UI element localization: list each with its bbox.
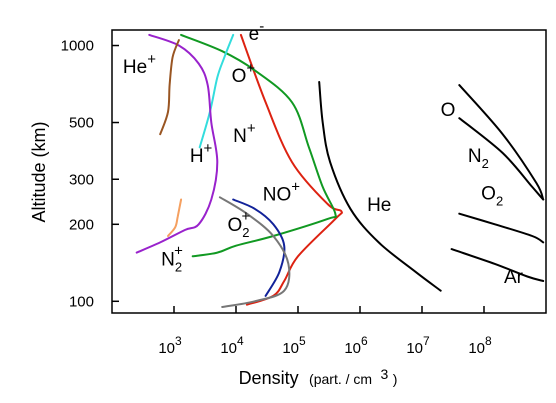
x-tick-exponent: 6 xyxy=(361,334,368,348)
series-superscript: + xyxy=(246,60,255,77)
series-line xyxy=(218,196,291,308)
x-tick-label: 106 xyxy=(344,334,368,357)
series-name: N xyxy=(161,250,175,271)
x-tick-base: 10 xyxy=(406,340,423,357)
x-axis-ticks: 103 104 105 106 107 108 xyxy=(158,306,492,357)
x-axis-title-main: Density xyxy=(239,368,299,388)
series-label: O2 xyxy=(481,184,503,209)
series-superscript: + xyxy=(147,51,156,68)
series-label: H+ xyxy=(190,140,213,167)
series-label: O+ xyxy=(232,60,256,87)
series-line xyxy=(239,33,343,306)
series-label: e- xyxy=(249,18,265,45)
x-tick-base: 10 xyxy=(468,340,485,357)
series-line xyxy=(167,198,183,237)
series-name: He xyxy=(367,195,391,216)
series-line xyxy=(318,81,442,292)
x-tick-label: 105 xyxy=(282,334,306,357)
series-superscript: + xyxy=(291,178,300,195)
series-line xyxy=(450,248,545,282)
series-line xyxy=(458,117,545,201)
plot-frame xyxy=(111,29,547,314)
series-line xyxy=(458,84,545,201)
series-label: N2 xyxy=(468,146,489,171)
series-line xyxy=(458,212,545,244)
series-label: NO+ xyxy=(263,178,301,205)
series-line xyxy=(180,33,337,258)
x-tick-label: 108 xyxy=(468,334,492,357)
series-subscript: 2 xyxy=(242,225,249,240)
x-tick-base: 10 xyxy=(220,340,237,357)
series-line xyxy=(232,198,286,297)
x-tick-base: 10 xyxy=(344,340,361,357)
x-tick-exponent: 4 xyxy=(237,334,244,348)
series-subscript: 2 xyxy=(482,156,489,171)
series-label: He+ xyxy=(123,51,156,78)
series-superscript: + xyxy=(247,120,256,137)
series-name: Ar xyxy=(504,267,524,288)
series-name: O xyxy=(481,184,496,205)
series-name: NO xyxy=(263,184,292,205)
y-tick-label: 1000 xyxy=(61,38,94,55)
series-label: N+ xyxy=(233,120,256,147)
y-tick-label: 100 xyxy=(69,293,94,310)
x-tick-label: 103 xyxy=(158,334,182,357)
series-label: N2+ xyxy=(161,243,183,275)
series-name: He xyxy=(123,57,147,78)
series-label: Ar xyxy=(504,267,524,288)
series-label: O2+ xyxy=(228,208,251,240)
y-axis-ticks: 100 200 300 500 1000 xyxy=(61,38,119,310)
x-tick-exponent: 8 xyxy=(485,334,492,348)
x-axis-title: Density (part. / cm 3 ) xyxy=(239,366,398,388)
series-subscript: 2 xyxy=(496,194,503,209)
series-label: O xyxy=(441,100,456,121)
series-name: N xyxy=(233,126,247,147)
x-axis-title-units-exp: 3 xyxy=(381,366,389,382)
y-tick-label: 200 xyxy=(69,216,94,233)
series-superscript: + xyxy=(242,208,251,225)
x-tick-base: 10 xyxy=(158,340,175,357)
x-tick-exponent: 3 xyxy=(175,334,182,348)
series-line xyxy=(198,33,235,149)
series-name: e xyxy=(249,24,260,45)
series-superscript: - xyxy=(259,18,264,35)
y-axis-title: Altitude (km) xyxy=(29,121,49,222)
series-name: O xyxy=(228,215,243,236)
x-tick-exponent: 7 xyxy=(423,334,430,348)
series-lines xyxy=(135,33,545,308)
series-subscript: 2 xyxy=(175,260,182,275)
y-tick-label: 500 xyxy=(69,115,94,132)
series-name: O xyxy=(232,66,247,87)
x-tick-exponent: 5 xyxy=(299,334,306,348)
x-axis-title-units: (part. / cm xyxy=(309,371,372,387)
x-tick-label: 104 xyxy=(220,334,244,357)
series-line xyxy=(159,39,180,136)
series-superscript: + xyxy=(204,140,213,157)
series-line xyxy=(135,33,219,254)
series-name: N xyxy=(468,146,482,167)
series-name: H xyxy=(190,146,204,167)
series-name: O xyxy=(441,100,456,121)
series-superscript: + xyxy=(174,243,183,260)
x-tick-label: 107 xyxy=(406,334,430,357)
series-label: He xyxy=(367,195,391,216)
x-axis-title-units-close: ) xyxy=(393,371,398,387)
x-tick-base: 10 xyxy=(282,340,299,357)
y-tick-label: 300 xyxy=(69,171,94,188)
